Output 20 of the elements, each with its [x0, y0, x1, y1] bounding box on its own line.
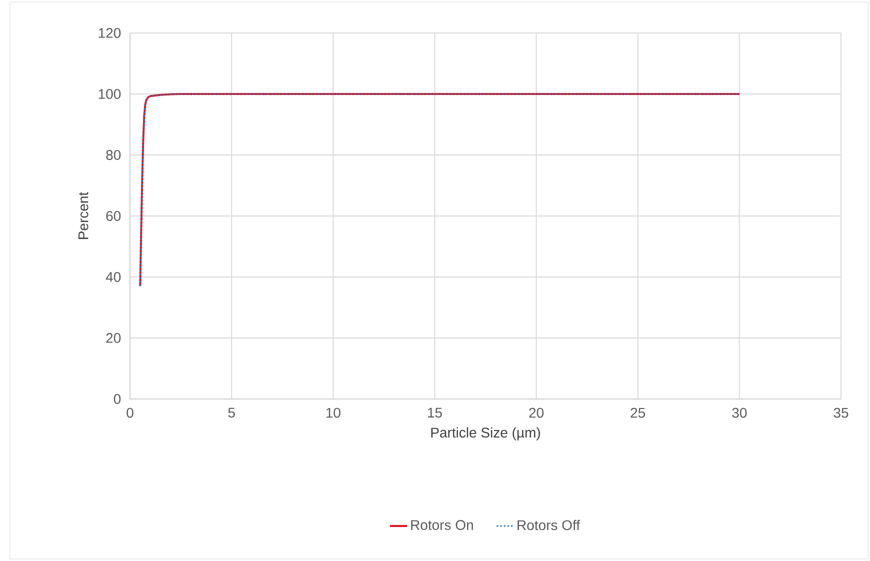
- x-tick-label: 20: [529, 408, 544, 418]
- y-tick-label: 80: [106, 150, 121, 160]
- x-tick-label: 15: [428, 408, 442, 418]
- x-tick-label: 5: [228, 408, 235, 418]
- x-axis-title: Particle Size (µm): [431, 427, 540, 440]
- y-axis-title: Percent: [78, 192, 88, 239]
- x-tick-label: 25: [630, 408, 646, 418]
- y-tick-label: 100: [98, 89, 121, 99]
- y-tick-label: 0: [114, 394, 121, 404]
- y-tick-label: 20: [106, 333, 121, 343]
- y-tick-label: 120: [98, 28, 121, 38]
- x-tick-label: 0: [126, 408, 134, 418]
- x-tick-label: 35: [834, 408, 848, 418]
- legend-label: Rotors On: [411, 520, 473, 530]
- y-tick-label: 40: [106, 272, 121, 282]
- line-series: [139, 92, 740, 288]
- legend-label: Rotors Off: [518, 520, 580, 530]
- y-tick-label: 60: [106, 211, 121, 221]
- x-tick-label: 10: [326, 408, 340, 418]
- x-tick-label: 30: [732, 408, 747, 418]
